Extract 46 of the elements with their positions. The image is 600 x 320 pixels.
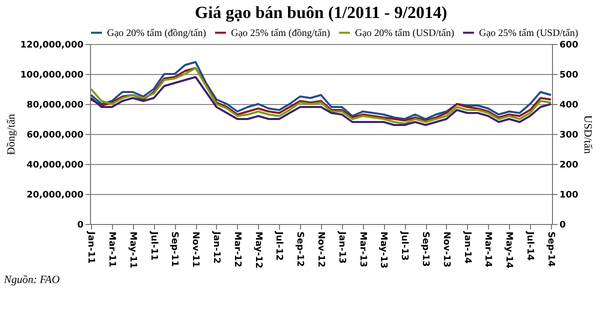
y-axis-title: Đồng/tấn (5, 114, 18, 155)
x-tick-label: May-13 (378, 232, 388, 268)
y-tick-label: 40,000,000 (26, 160, 84, 170)
y2-tick-label: 100 (560, 190, 578, 200)
y-tick-label: 60,000,000 (26, 130, 84, 140)
y-tick-label: 80,000,000 (26, 100, 84, 110)
x-tick-label: Sep-11 (169, 232, 180, 267)
y-tick-label: 20,000,000 (26, 190, 84, 200)
chart-title: Giá gạo bán buôn (1/2011 - 9/2014) (194, 3, 448, 22)
y2-tick-label: 500 (560, 70, 578, 80)
y2-tick-label: 300 (560, 130, 578, 140)
x-tick-label: Nov-11 (190, 232, 200, 268)
legend-label: Gạo 25% tấm (đồng/tấn) (231, 28, 330, 39)
x-tick-label: Mar-12 (232, 232, 242, 268)
x-tick-label: Mar-14 (482, 232, 493, 268)
x-tick-label: May-11 (127, 232, 138, 268)
y-tick-label: 0 (77, 220, 84, 230)
x-tick-label: Jul-12 (274, 230, 284, 261)
x-tick-label: Jul-11 (148, 230, 158, 261)
legend-label: Gạo 25% tấm (USD/tấn) (479, 28, 578, 39)
x-tick-label: Nov-13 (440, 232, 451, 268)
x-tick-label: Jul-14 (524, 230, 535, 261)
text: Nguồn: FAO (3, 273, 61, 288)
y2-tick-label: 600 (560, 40, 578, 50)
x-tick-label: Mar-11 (106, 232, 116, 268)
legend-label: Gạo 20% tấm (USD/tấn) (355, 28, 454, 39)
x-tick-label: Sep-13 (420, 232, 430, 267)
y2-tick-label: 400 (560, 100, 578, 110)
y-tick-label: 120,000,000 (20, 40, 84, 50)
legend-label: Gạo 20% tấm (đồng/tấn) (107, 28, 206, 39)
x-tick-label: Jan-11 (86, 230, 96, 264)
y2-tick-label: 200 (560, 160, 578, 170)
x-tick-label: Mar-13 (357, 232, 368, 268)
x-tick-label: Sep-14 (545, 232, 556, 267)
x-tick-label: May-14 (504, 232, 514, 268)
x-tick-label: Jan-12 (210, 230, 221, 264)
x-tick-label: Nov-12 (316, 232, 326, 268)
x-tick-label: Jul-13 (399, 230, 410, 261)
y2-tick-label: 0 (560, 220, 566, 230)
y2-axis-title: USD/tấn (581, 115, 594, 154)
x-tick-label: Jan-14 (462, 230, 472, 264)
x-tick-label: Sep-12 (294, 232, 305, 267)
y-tick-label: 100,000,000 (20, 70, 84, 80)
line-series (90, 76, 552, 126)
x-tick-label: May-12 (252, 232, 263, 268)
x-tick-label: Jan-13 (336, 230, 346, 264)
